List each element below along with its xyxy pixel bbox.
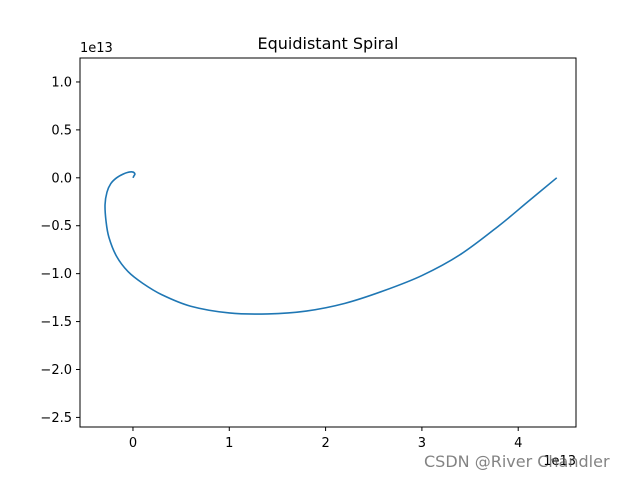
x-axis: 0 1 2 3 4: [129, 427, 522, 451]
y-offset-text: 1e13: [80, 41, 113, 56]
plot-frame: [79, 57, 577, 428]
y-tick-label: 0.5: [51, 123, 72, 138]
y-tick-label: 0.0: [51, 171, 72, 186]
x-tick-label: 1: [225, 436, 233, 451]
y-tick-label: 1.0: [51, 75, 72, 90]
x-tick-label: 0: [129, 436, 137, 451]
y-tick-label: −0.5: [40, 219, 72, 234]
x-tick-label: 2: [321, 436, 329, 451]
y-tick-label: −2.0: [40, 363, 72, 378]
series-layer: [104, 171, 558, 315]
spiral-series-line: [104, 171, 558, 315]
y-tick-label: −2.5: [40, 411, 72, 426]
x-tick-label: 3: [418, 436, 426, 451]
y-tick-label: −1.5: [40, 315, 72, 330]
x-offset-text: 1e13: [543, 454, 576, 469]
chart-title: Equidistant Spiral: [258, 34, 399, 53]
y-tick-label: −1.0: [40, 267, 72, 282]
watermark: CSDN @River Chandler: [424, 452, 610, 471]
y-axis: 1.0 0.5 0.0 −0.5 −1.0 −1.5 −2.0 −2.5: [40, 75, 80, 426]
x-tick-label: 4: [514, 436, 522, 451]
